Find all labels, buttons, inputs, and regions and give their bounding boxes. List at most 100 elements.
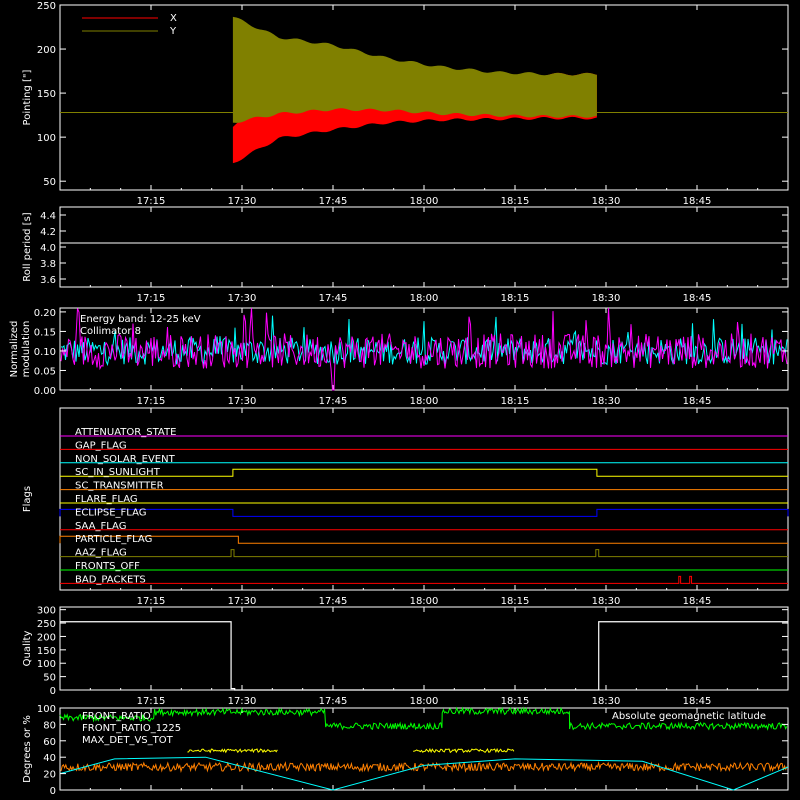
x-tick-label: 18:30 xyxy=(592,596,621,607)
y-axis-label: Degrees or % xyxy=(22,715,33,783)
y-tick-label: 200 xyxy=(37,632,56,643)
x-tick-label: 18:30 xyxy=(592,396,621,407)
x-tick-label: 18:30 xyxy=(592,196,621,207)
x-tick-label: 17:30 xyxy=(228,596,257,607)
y-tick-label: 4.2 xyxy=(40,227,56,238)
y-tick-label: 4.0 xyxy=(40,243,56,254)
series-line-other xyxy=(60,307,788,391)
roll-panel: 3.6 3.8 4.0 4.2 4.4 Roll period [s] 17:15 17:30… xyxy=(22,206,789,304)
flags-panel: ATTENUATOR_STATE GAP_FLAG NON_SOLAR_EVENT S… xyxy=(22,407,789,607)
y-tick-label: 150 xyxy=(37,646,56,657)
flag-label: NON_SOLAR_EVENT xyxy=(75,454,176,465)
energy-band-annotation: Energy band: 12-25 keV xyxy=(80,314,201,325)
x-tick-label: 17:45 xyxy=(319,396,348,407)
legend-label: Y xyxy=(169,26,177,37)
quality-panel: 0 50 100 150 200 250 300 Quality 17:15 17:30 17:45… xyxy=(22,606,789,707)
x-tick-label: 17:15 xyxy=(137,396,166,407)
x-tick-label: 17:30 xyxy=(228,696,257,707)
x-tick-label: 17:15 xyxy=(137,696,166,707)
plot-frame xyxy=(59,206,789,288)
x-tick-label: 18:00 xyxy=(410,293,439,304)
y-tick-label: 50 xyxy=(43,673,56,684)
y-tick-label: 200 xyxy=(37,45,56,56)
flag-label: GAP_FLAG xyxy=(75,440,127,451)
x-tick-label: 17:15 xyxy=(137,293,166,304)
flag-label: FLARE_FLAG xyxy=(75,494,138,505)
series-line-front-ratio-1225 xyxy=(59,706,788,731)
y-tick-label: 250 xyxy=(37,1,56,12)
legend-label: MAX_DET_VS_TOT xyxy=(82,735,174,746)
x-tick-label: 18:30 xyxy=(592,293,621,304)
flag-label: AAZ_FLAG xyxy=(75,548,127,559)
y-axis-label: Roll period [s] xyxy=(22,212,33,281)
y-tick-label: 40 xyxy=(43,753,56,764)
y-axis-label: Flags xyxy=(22,486,33,512)
y-tick-label: 0.00 xyxy=(34,386,56,397)
x-tick-label: 17:45 xyxy=(319,696,348,707)
y-tick-label: 300 xyxy=(37,606,56,617)
legend-label: X xyxy=(170,13,177,24)
flag-label: PARTICLE_FLAG xyxy=(75,534,152,545)
x-tick-label: 18:15 xyxy=(501,293,530,304)
legend-label: FRONT_RATIO xyxy=(82,711,151,722)
x-tick-label: 17:30 xyxy=(228,293,257,304)
x-tick-label: 17:30 xyxy=(228,396,257,407)
flag-label: ECLIPSE_FLAG xyxy=(75,507,146,518)
y-tick-label: 0 xyxy=(50,686,56,697)
legend-label: Collimator 8 xyxy=(80,326,141,337)
y-tick-label: 100 xyxy=(37,704,56,715)
series-line-geomagnetic-latitude xyxy=(59,756,789,791)
y-tick-label: 50 xyxy=(43,177,56,188)
flag-line-sc-in-sunlight xyxy=(60,468,788,477)
pointing-panel: XY 50 100 150 200 250 Pointing ["] 17:15 17:30 17… xyxy=(22,1,789,207)
y-tick-label: 80 xyxy=(43,720,56,731)
y-tick-label: 150 xyxy=(37,89,56,100)
legend-label: FRONT_RATIO_1225 xyxy=(82,723,181,734)
flag-line-particle-flag xyxy=(59,535,788,544)
flag-label: SAA_FLAG xyxy=(75,521,126,532)
x-tick-label: 17:45 xyxy=(319,293,348,304)
legend-label: Absolute geomagnetic latitude xyxy=(612,711,766,722)
y-tick-label: 0.05 xyxy=(34,366,56,377)
x-tick-label: 18:45 xyxy=(683,696,712,707)
x-tick-label: 18:15 xyxy=(501,596,530,607)
y-tick-label: 60 xyxy=(43,737,56,748)
series-line-max-det-vs-tot xyxy=(60,761,788,774)
y-axis-label: Pointing ["] xyxy=(22,69,33,125)
y-tick-label: 20 xyxy=(43,770,56,781)
flag-label: ATTENUATOR_STATE xyxy=(75,427,176,438)
series-line-front-ratio xyxy=(187,748,278,754)
x-tick-label: 18:45 xyxy=(683,396,712,407)
y-tick-label: 100 xyxy=(37,659,56,670)
flag-line-bad-packets xyxy=(60,575,788,584)
y-tick-label: 4.4 xyxy=(40,211,56,222)
y-tick-label: 3.6 xyxy=(40,275,56,286)
x-tick-label: 18:15 xyxy=(501,696,530,707)
x-tick-label: 17:15 xyxy=(137,196,166,207)
y-tick-label: 250 xyxy=(37,619,56,630)
x-tick-label: 18:00 xyxy=(410,696,439,707)
flag-line-eclipse-flag xyxy=(59,508,789,517)
plot-frame xyxy=(59,606,789,691)
fronts-panel: FRONT_RATIOFRONT_RATIO_1225MAX_DET_VS_TO… xyxy=(22,704,789,797)
y-axis-label-line1: Normalized xyxy=(9,321,20,378)
y-tick-label: 3.8 xyxy=(40,259,56,270)
x-tick-label: 18:45 xyxy=(683,196,712,207)
flag-label: SC_IN_SUNLIGHT xyxy=(75,467,161,478)
y-axis-label-line2: modulation xyxy=(21,321,32,378)
x-tick-label: 17:45 xyxy=(319,196,348,207)
y-tick-label: 0.15 xyxy=(34,327,56,338)
series-line-front-ratio xyxy=(413,747,515,754)
y-tick-label: 0.10 xyxy=(34,347,56,358)
y-tick-label: 100 xyxy=(37,133,56,144)
flag-line-aaz-flag xyxy=(60,549,788,558)
x-tick-label: 18:15 xyxy=(501,396,530,407)
y-axis-label: Quality xyxy=(22,631,33,667)
x-tick-label: 18:15 xyxy=(501,196,530,207)
flag-label: FRONTS_OFF xyxy=(75,561,140,572)
x-tick-label: 18:45 xyxy=(683,596,712,607)
x-tick-label: 17:45 xyxy=(319,596,348,607)
y-tick-label: 0 xyxy=(50,786,56,797)
